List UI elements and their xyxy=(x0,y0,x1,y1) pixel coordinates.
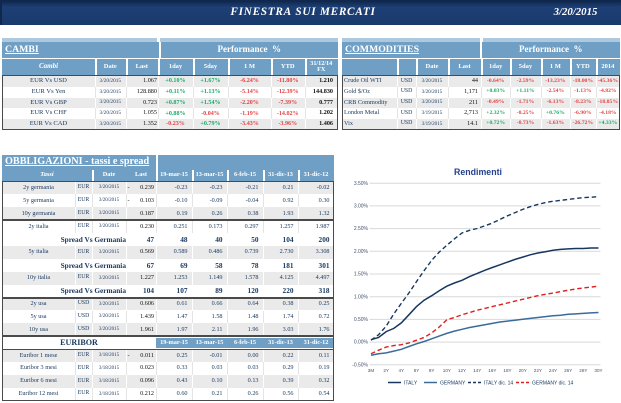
svg-text:2.50%: 2.50% xyxy=(354,226,369,232)
svg-text:2Y: 2Y xyxy=(383,368,389,373)
svg-text:24Y: 24Y xyxy=(549,368,557,373)
svg-text:6Y: 6Y xyxy=(414,368,420,373)
svg-text:3M: 3M xyxy=(368,368,375,373)
svg-text:26Y: 26Y xyxy=(564,368,572,373)
svg-text:28Y: 28Y xyxy=(579,368,587,373)
svg-text:ITALY: ITALY xyxy=(404,381,418,387)
svg-text:0.50%: 0.50% xyxy=(354,317,369,323)
svg-text:1.00%: 1.00% xyxy=(354,294,369,300)
svg-text:3.50%: 3.50% xyxy=(354,181,369,187)
svg-text:3.00%: 3.00% xyxy=(354,204,369,210)
svg-text:Rendimenti: Rendimenti xyxy=(454,167,502,177)
svg-text:20Y: 20Y xyxy=(519,368,527,373)
svg-text:10Y: 10Y xyxy=(443,368,451,373)
svg-text:30Y: 30Y xyxy=(594,368,602,373)
svg-text:22Y: 22Y xyxy=(534,368,542,373)
svg-text:2.00%: 2.00% xyxy=(354,249,369,255)
svg-text:0.00%: 0.00% xyxy=(354,340,369,346)
svg-text:1.50%: 1.50% xyxy=(354,272,369,278)
svg-text:8Y: 8Y xyxy=(429,368,435,373)
svg-text:GERMANY dic. 14: GERMANY dic. 14 xyxy=(532,381,574,387)
svg-text:16Y: 16Y xyxy=(488,368,496,373)
svg-text:ITALY dic. 14: ITALY dic. 14 xyxy=(484,381,513,387)
svg-text:18Y: 18Y xyxy=(503,368,511,373)
svg-text:4Y: 4Y xyxy=(398,368,404,373)
svg-text:-0.50%: -0.50% xyxy=(352,362,368,368)
svg-text:GERMANY: GERMANY xyxy=(440,381,466,387)
svg-text:14Y: 14Y xyxy=(473,368,481,373)
svg-text:12Y: 12Y xyxy=(458,368,466,373)
